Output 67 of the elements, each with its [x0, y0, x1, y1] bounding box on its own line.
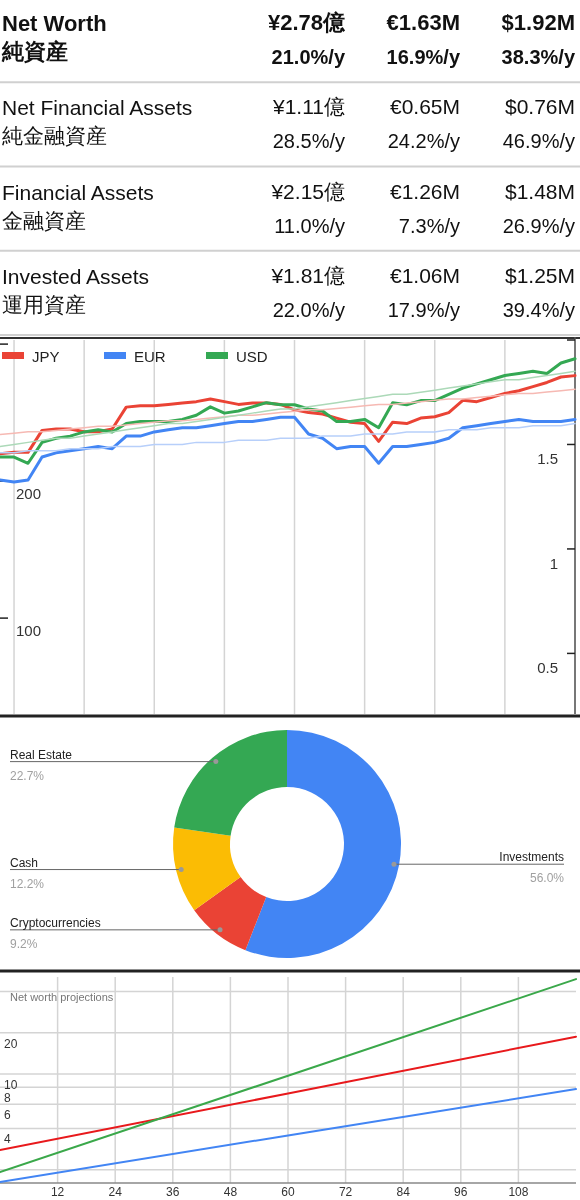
data-label: 22.7%: [10, 768, 45, 783]
text: 26.9%/y: [502, 214, 575, 237]
y-tick-label: 6: [4, 1108, 11, 1123]
donut-slice: [173, 827, 241, 911]
text: €1.06M: [389, 263, 460, 287]
text: ¥2.78億: [267, 10, 346, 35]
x-tick-label: 36: [166, 1185, 180, 1199]
text: 46.9%/y: [502, 130, 575, 153]
slice-label: Cryptocurrencies: [10, 915, 101, 930]
x-tick-label: 24: [108, 1185, 123, 1199]
text: 16.9%/y: [386, 46, 461, 68]
text: 金融資産: [2, 208, 86, 232]
donut-slice: [174, 730, 287, 836]
text: $1.25M: [504, 263, 575, 287]
y-tick-label: 100: [16, 622, 42, 640]
x-tick-label: 72: [338, 1185, 353, 1199]
donut-slice: [245, 730, 401, 958]
text: 7.3%/y: [398, 214, 460, 237]
y2-tick-label: 0.5: [537, 659, 558, 677]
y-tick-label: 200: [16, 485, 42, 503]
text: ¥1.11億: [272, 95, 345, 119]
data-label: 12.2%: [10, 876, 45, 891]
slice-label: Real Estate: [10, 747, 73, 762]
text: ¥2.15億: [270, 179, 345, 203]
text: 39.4%/y: [502, 298, 575, 321]
text: 純金融資産: [2, 124, 107, 148]
text: $1.48M: [504, 179, 575, 203]
y-tick-label: 4: [4, 1132, 11, 1147]
legend-label: USD: [236, 348, 268, 365]
text: €0.65M: [389, 95, 460, 119]
text: 21.0%/y: [271, 46, 346, 68]
slice-label: Investments: [499, 850, 564, 865]
text: $1.92M: [501, 10, 575, 35]
x-tick-label: 84: [396, 1185, 411, 1199]
text: 22.0%/y: [272, 298, 345, 321]
y-tick-label: 8: [4, 1091, 11, 1106]
text: 24.2%/y: [387, 130, 460, 153]
text: 28.5%/y: [272, 130, 345, 153]
text: Net Worth: [2, 11, 107, 36]
y-tick-label: 20: [4, 1036, 18, 1051]
y2-tick-label: 1.5: [537, 450, 558, 468]
legend-label: EUR: [134, 348, 166, 365]
y2-tick-label: 1: [549, 554, 558, 572]
x-tick-label: 48: [223, 1185, 238, 1199]
x-tick-label: 96: [454, 1185, 468, 1199]
text: Net Financial Assets: [2, 96, 193, 120]
text: Financial Assets: [2, 180, 154, 204]
x-tick-label: 60: [281, 1185, 295, 1199]
data-label: 56.0%: [529, 871, 565, 886]
text: 17.9%/y: [387, 298, 460, 321]
text: Invested Assets: [2, 264, 150, 288]
legend-label: JPY: [32, 348, 60, 365]
text: 純資産: [1, 39, 68, 64]
donut-slice: [194, 877, 267, 951]
x-tick-label: 12: [50, 1185, 65, 1199]
text: ¥1.81億: [270, 263, 345, 287]
text: €1.63M: [386, 10, 460, 35]
text: 38.3%/y: [501, 46, 576, 68]
text: €1.26M: [389, 179, 460, 203]
slice-label: Cash: [10, 855, 39, 870]
y-tick-label: 10: [4, 1077, 18, 1092]
text: 11.0%/y: [274, 214, 345, 237]
text: 運用資産: [2, 292, 86, 316]
text: $0.76M: [504, 95, 575, 119]
text: Net worth projections: [10, 991, 114, 1003]
x-tick-label: 108: [508, 1185, 529, 1199]
data-label: 9.2%: [10, 936, 38, 951]
